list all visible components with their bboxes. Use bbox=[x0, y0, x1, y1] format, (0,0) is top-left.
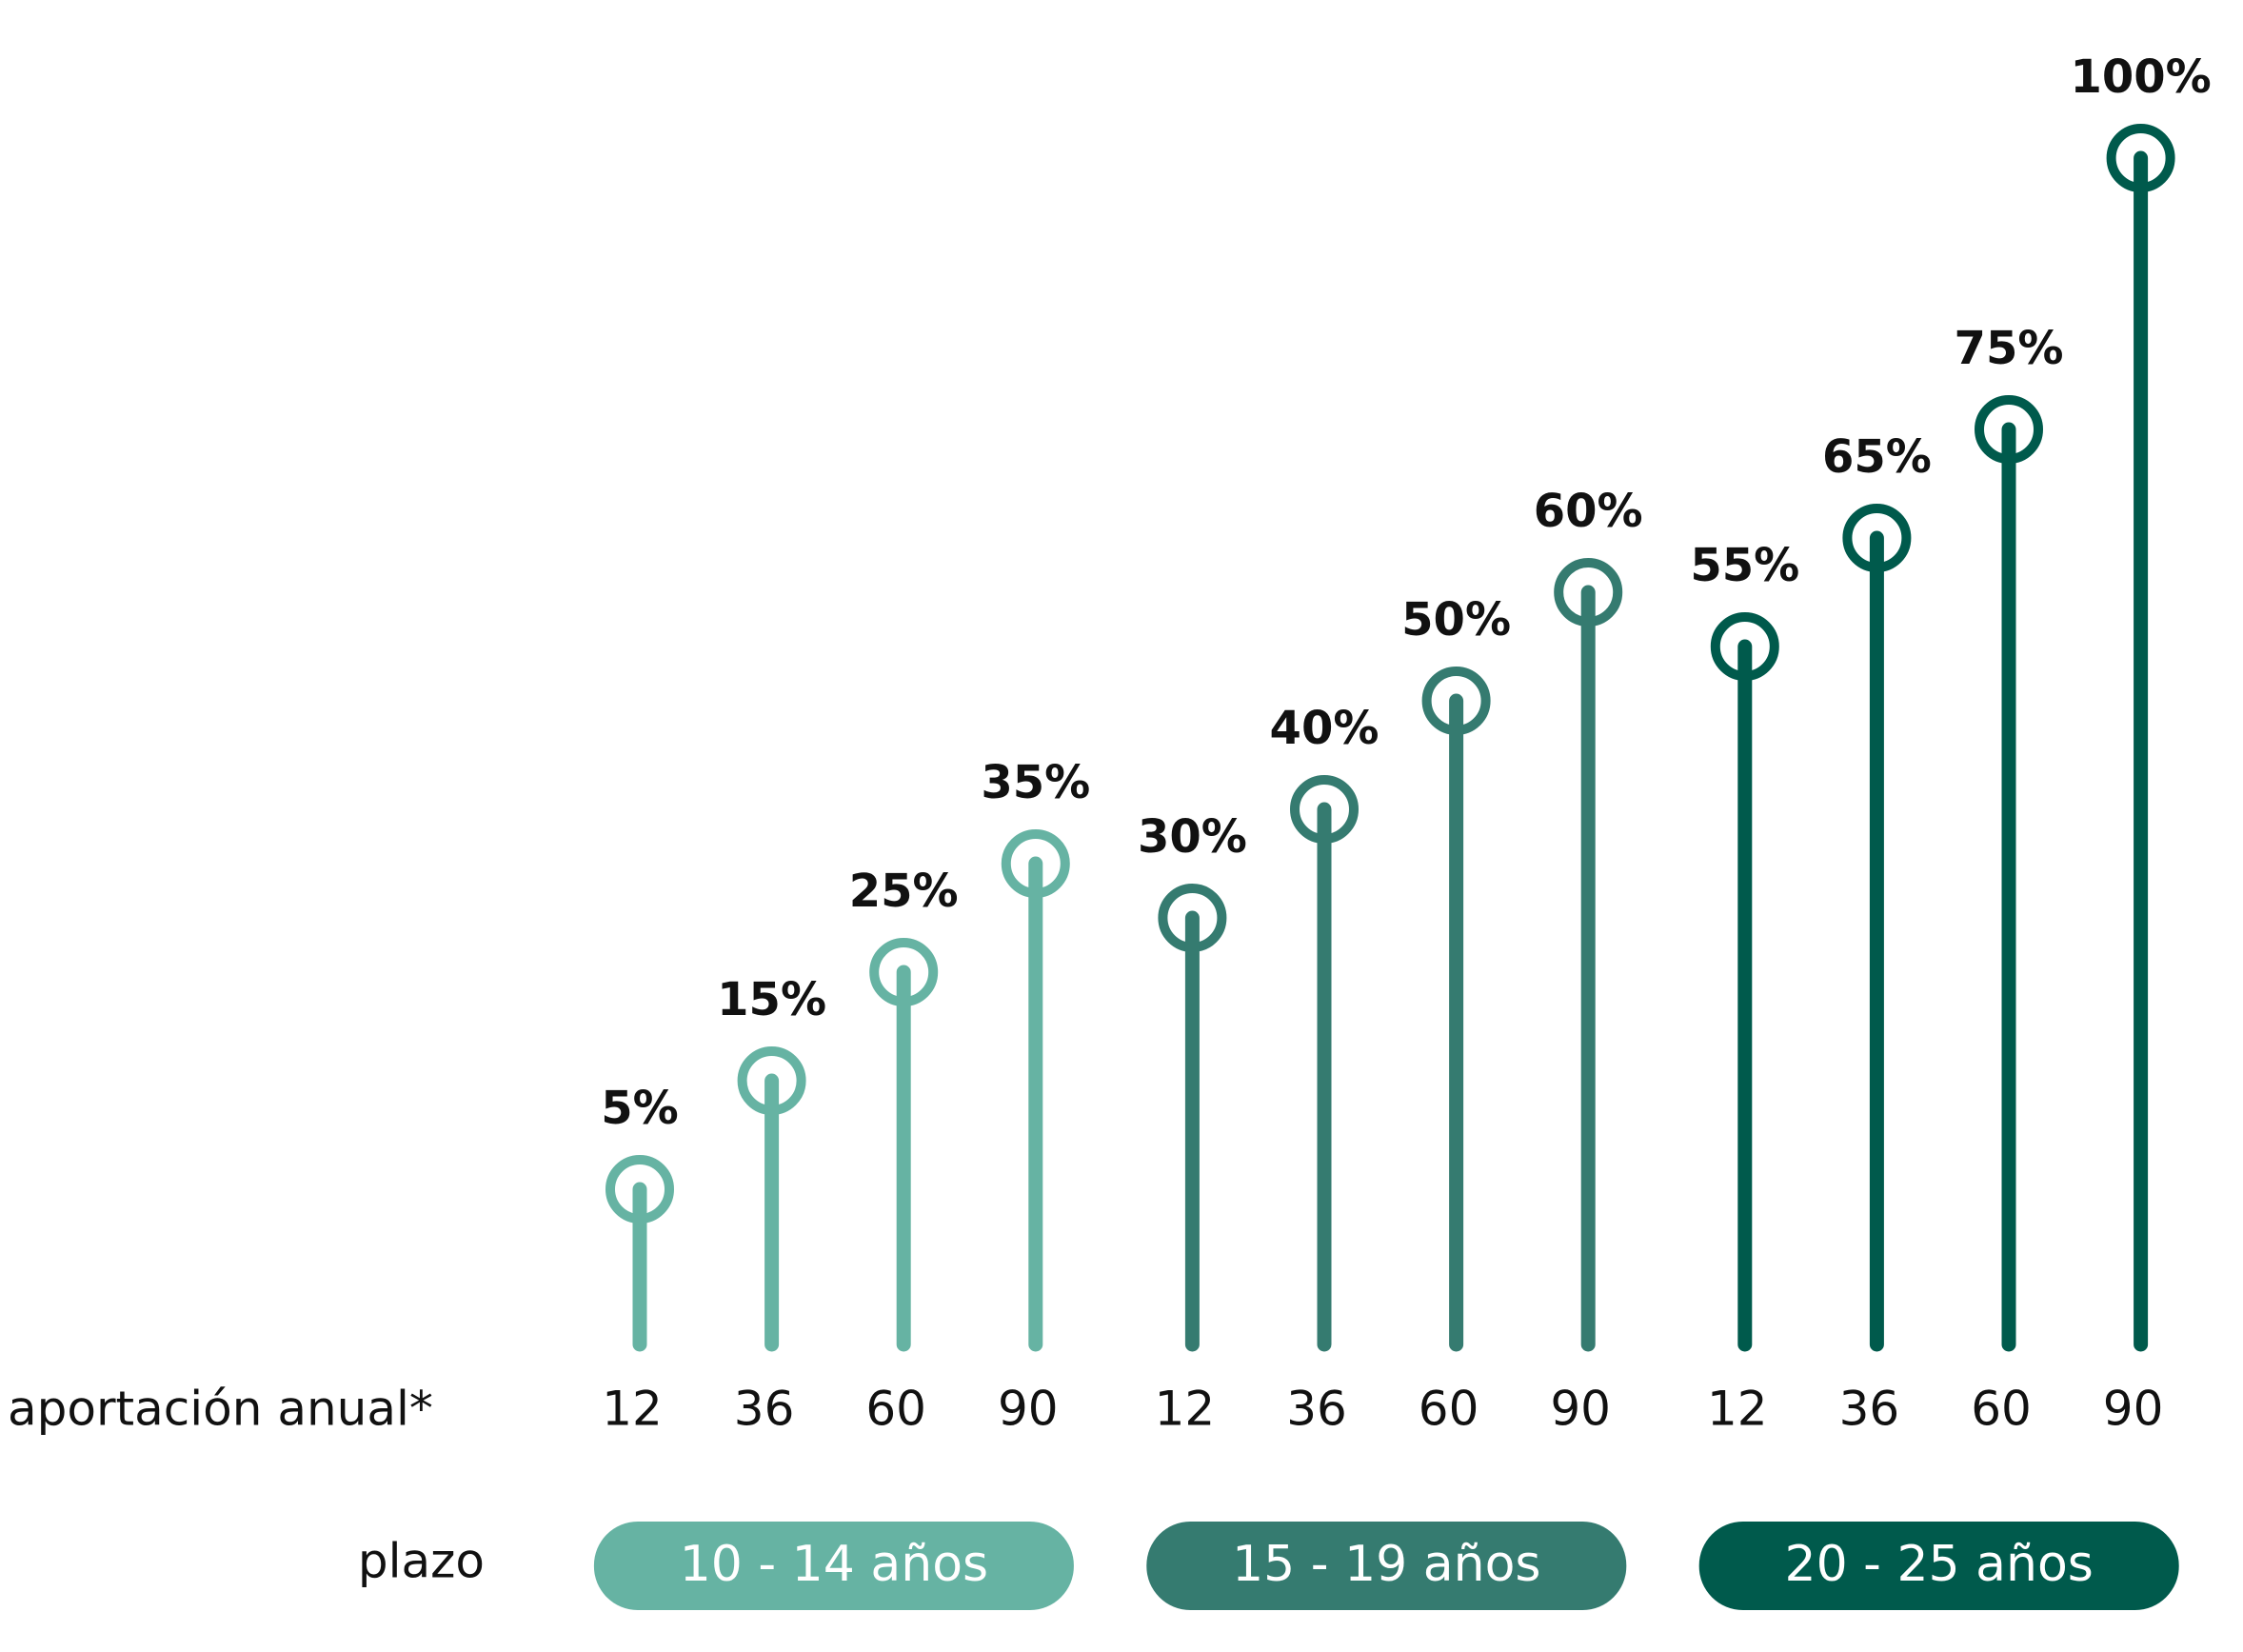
x-tick-label: 60 bbox=[1419, 1382, 1479, 1437]
group-name: 10 - 14 años bbox=[680, 1536, 988, 1593]
group-name: 20 - 25 años bbox=[1784, 1536, 2093, 1593]
x-tick-label: 12 bbox=[1707, 1382, 1768, 1437]
x-tick-label: 36 bbox=[1286, 1382, 1347, 1437]
value-label: 30% bbox=[1138, 810, 1247, 864]
value-label: 15% bbox=[717, 973, 826, 1026]
value-label: 60% bbox=[1534, 485, 1643, 538]
group-label: plazo bbox=[358, 1534, 485, 1589]
group-name: 15 - 19 años bbox=[1232, 1536, 1540, 1593]
x-tick-label: 36 bbox=[734, 1382, 795, 1437]
group-pill bbox=[1146, 1522, 1627, 1610]
group-pill bbox=[593, 1522, 1074, 1610]
value-label: 75% bbox=[1955, 322, 2064, 375]
x-tick-label: 60 bbox=[865, 1382, 926, 1437]
x-tick-label: 12 bbox=[602, 1382, 663, 1437]
value-label: 5% bbox=[601, 1082, 679, 1135]
value-label: 35% bbox=[981, 756, 1090, 809]
x-axis-label: aportación anual* bbox=[8, 1382, 433, 1437]
value-label: 40% bbox=[1270, 702, 1380, 755]
value-label: 55% bbox=[1690, 539, 1799, 592]
group-pill bbox=[1698, 1522, 2179, 1610]
x-tick-label: 90 bbox=[998, 1382, 1059, 1437]
x-tick-label: 12 bbox=[1155, 1382, 1216, 1437]
value-label: 65% bbox=[1822, 430, 1932, 484]
value-label: 25% bbox=[849, 865, 959, 918]
x-tick-label: 36 bbox=[1839, 1382, 1900, 1437]
x-tick-label: 90 bbox=[1550, 1382, 1611, 1437]
x-tick-label: 60 bbox=[1971, 1382, 2032, 1437]
value-label: 100% bbox=[2070, 50, 2211, 104]
x-tick-label: 90 bbox=[2103, 1382, 2164, 1437]
value-label: 50% bbox=[1401, 593, 1511, 647]
